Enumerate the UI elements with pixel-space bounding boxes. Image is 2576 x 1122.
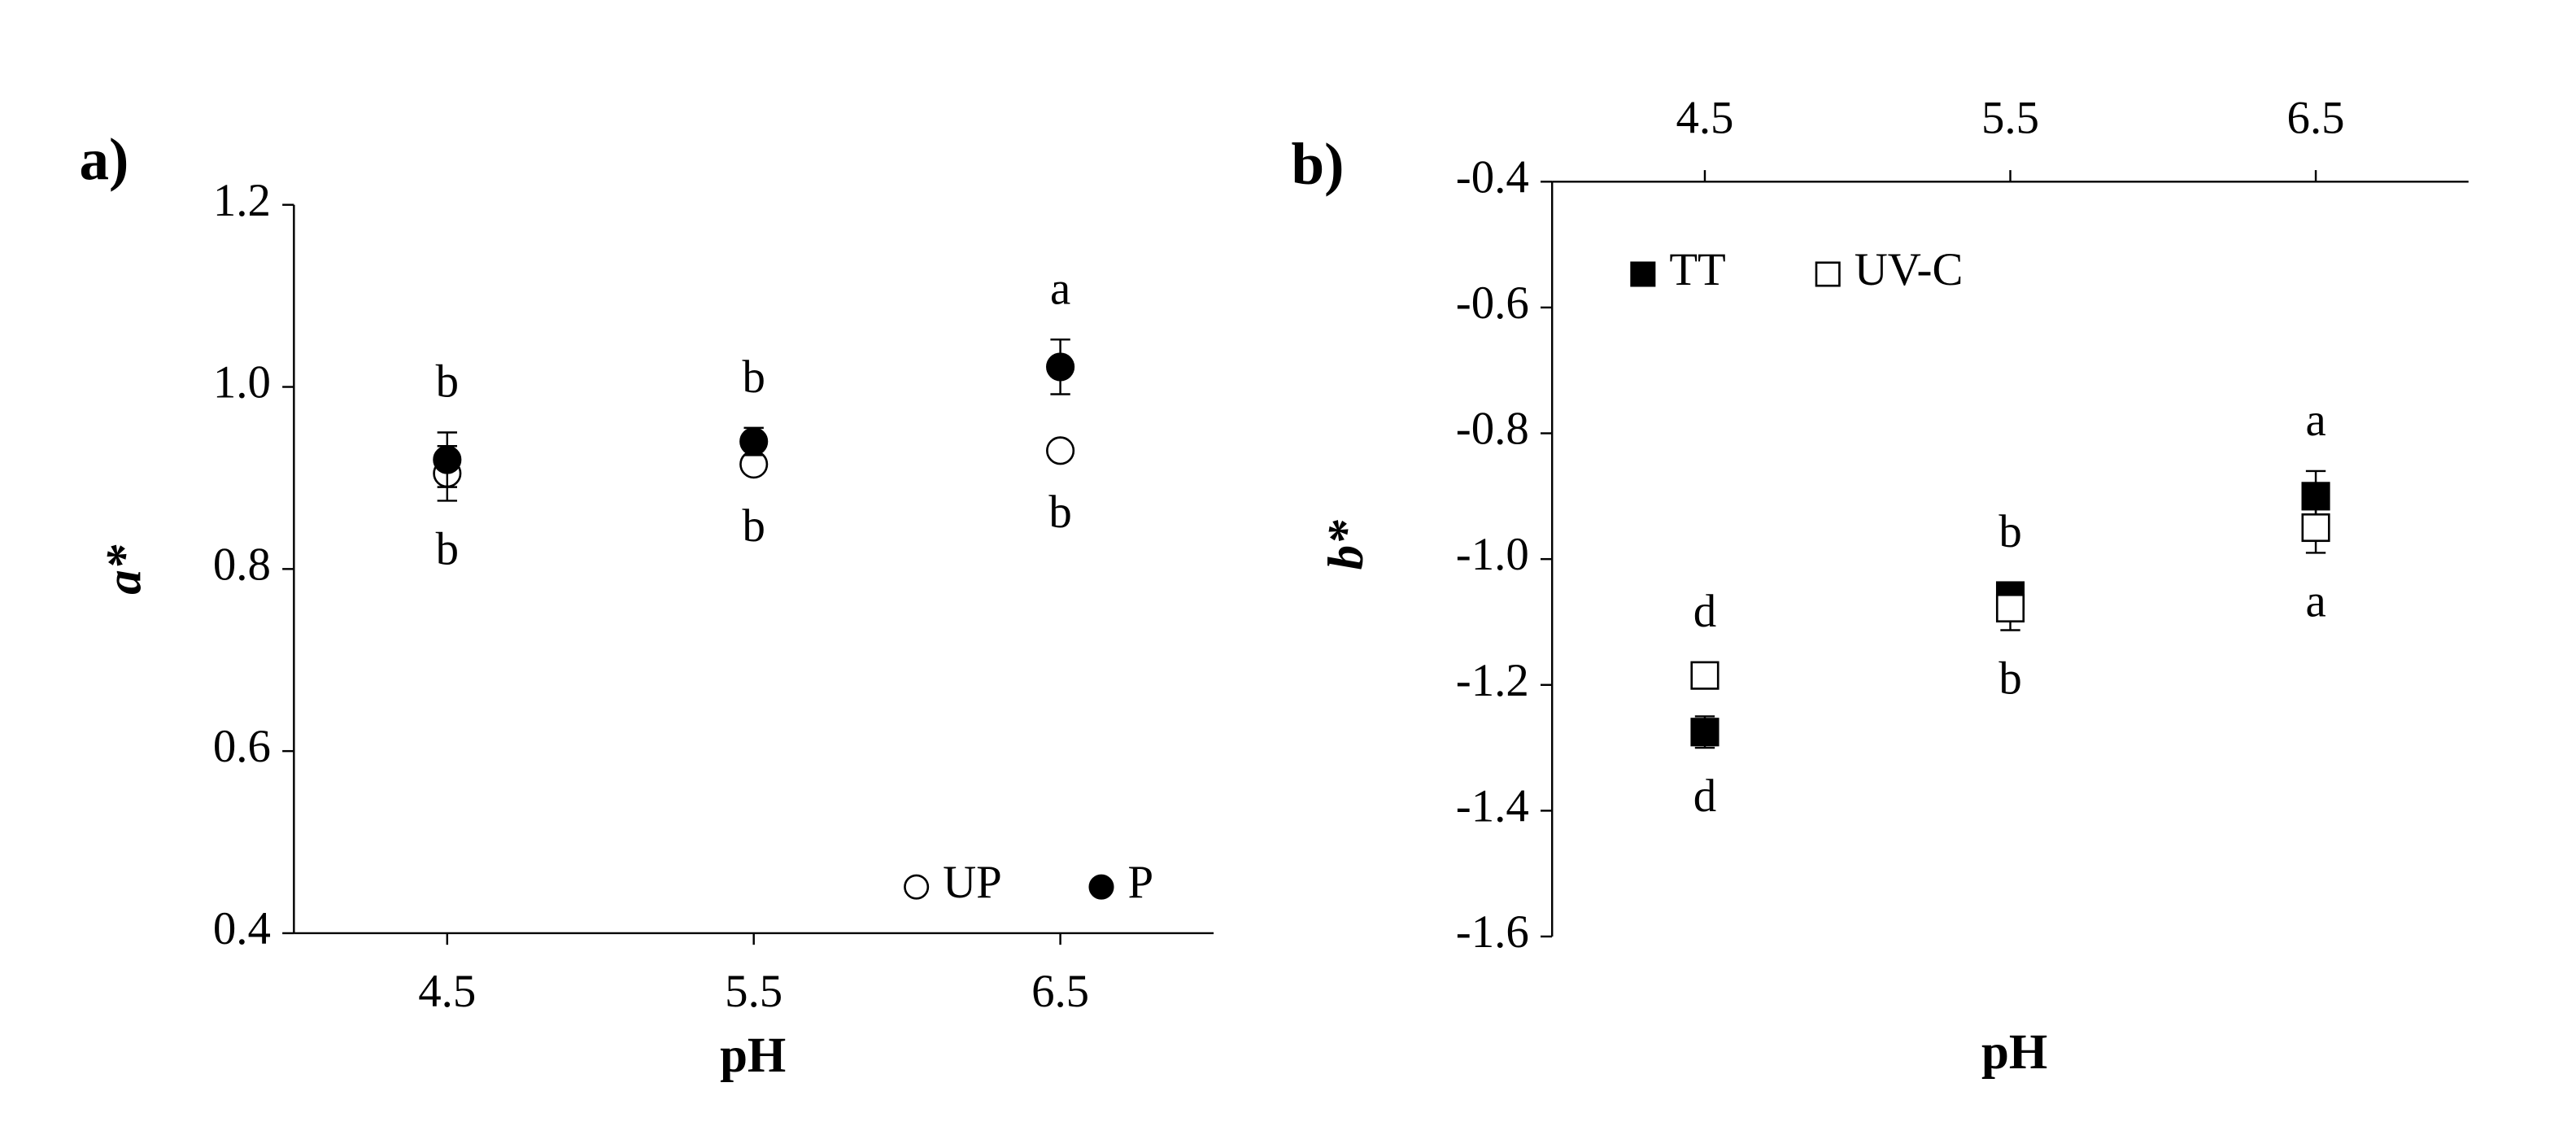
- x-tick-label: 4.5: [1676, 92, 1733, 143]
- x-tick-label: 6.5: [1031, 966, 1089, 1017]
- y-tick-label: 1.2: [213, 175, 271, 226]
- y-tick-label: 0.4: [213, 903, 271, 954]
- y-axis-title: b*: [1319, 520, 1374, 570]
- x-axis-title: pH: [720, 1028, 786, 1083]
- significance-letter: b: [436, 523, 459, 574]
- marker: [433, 445, 462, 474]
- legend-label: UV-C: [1855, 244, 1964, 295]
- y-tick-label: -0.8: [1456, 404, 1529, 455]
- significance-letter: b: [1048, 487, 1071, 538]
- significance-letter: a: [1050, 264, 1070, 315]
- significance-letter: b: [1998, 653, 2021, 705]
- y-tick-label: -1.4: [1456, 780, 1529, 832]
- y-tick-label: -0.4: [1456, 151, 1529, 203]
- significance-letter: b: [742, 500, 765, 552]
- marker: [2301, 513, 2330, 543]
- y-axis-title: a*: [97, 544, 151, 594]
- significance-letter: b: [436, 356, 459, 408]
- marker: [1046, 436, 1075, 465]
- x-axis-title: pH: [1981, 1025, 2047, 1080]
- significance-letter: a: [2305, 395, 2325, 446]
- marker: [904, 874, 930, 900]
- significance-letter: d: [1693, 771, 1716, 822]
- significance-letter: d: [1693, 586, 1716, 637]
- marker: [1630, 261, 1656, 287]
- y-tick-label: -1.2: [1456, 655, 1529, 706]
- y-tick-label: 0.8: [213, 539, 271, 590]
- marker: [1815, 261, 1841, 287]
- significance-letter: b: [1998, 506, 2021, 557]
- x-tick-label: 4.5: [418, 966, 476, 1017]
- legend-label: TT: [1669, 244, 1725, 295]
- y-tick-label: -0.6: [1456, 277, 1529, 329]
- legend-label: P: [1127, 857, 1153, 908]
- marker: [1046, 352, 1075, 382]
- y-tick-label: 1.0: [213, 357, 271, 408]
- marker: [1995, 593, 2025, 623]
- panel-label: b): [1291, 131, 1344, 197]
- marker: [1690, 718, 1720, 747]
- marker: [1690, 661, 1720, 690]
- x-tick-label: 5.5: [1981, 92, 2039, 143]
- y-tick-label: -1.6: [1456, 906, 1529, 958]
- y-tick-label: 0.6: [213, 721, 271, 772]
- y-tick-label: -1.0: [1456, 529, 1529, 580]
- marker: [739, 427, 769, 456]
- legend-label: UP: [943, 857, 1002, 908]
- figure-body: a) a* pH 0.4 0.6 0.8 1.0 1.2 4.5 b b 5.5 b b 6.5 b a UP Pb…: [79, 92, 2469, 1083]
- panel-label: a): [79, 126, 129, 192]
- marker: [1088, 874, 1114, 900]
- x-tick-label: 6.5: [2287, 92, 2345, 143]
- significance-letter: a: [2305, 575, 2325, 626]
- significance-letter: b: [742, 351, 765, 403]
- x-tick-label: 5.5: [725, 966, 782, 1017]
